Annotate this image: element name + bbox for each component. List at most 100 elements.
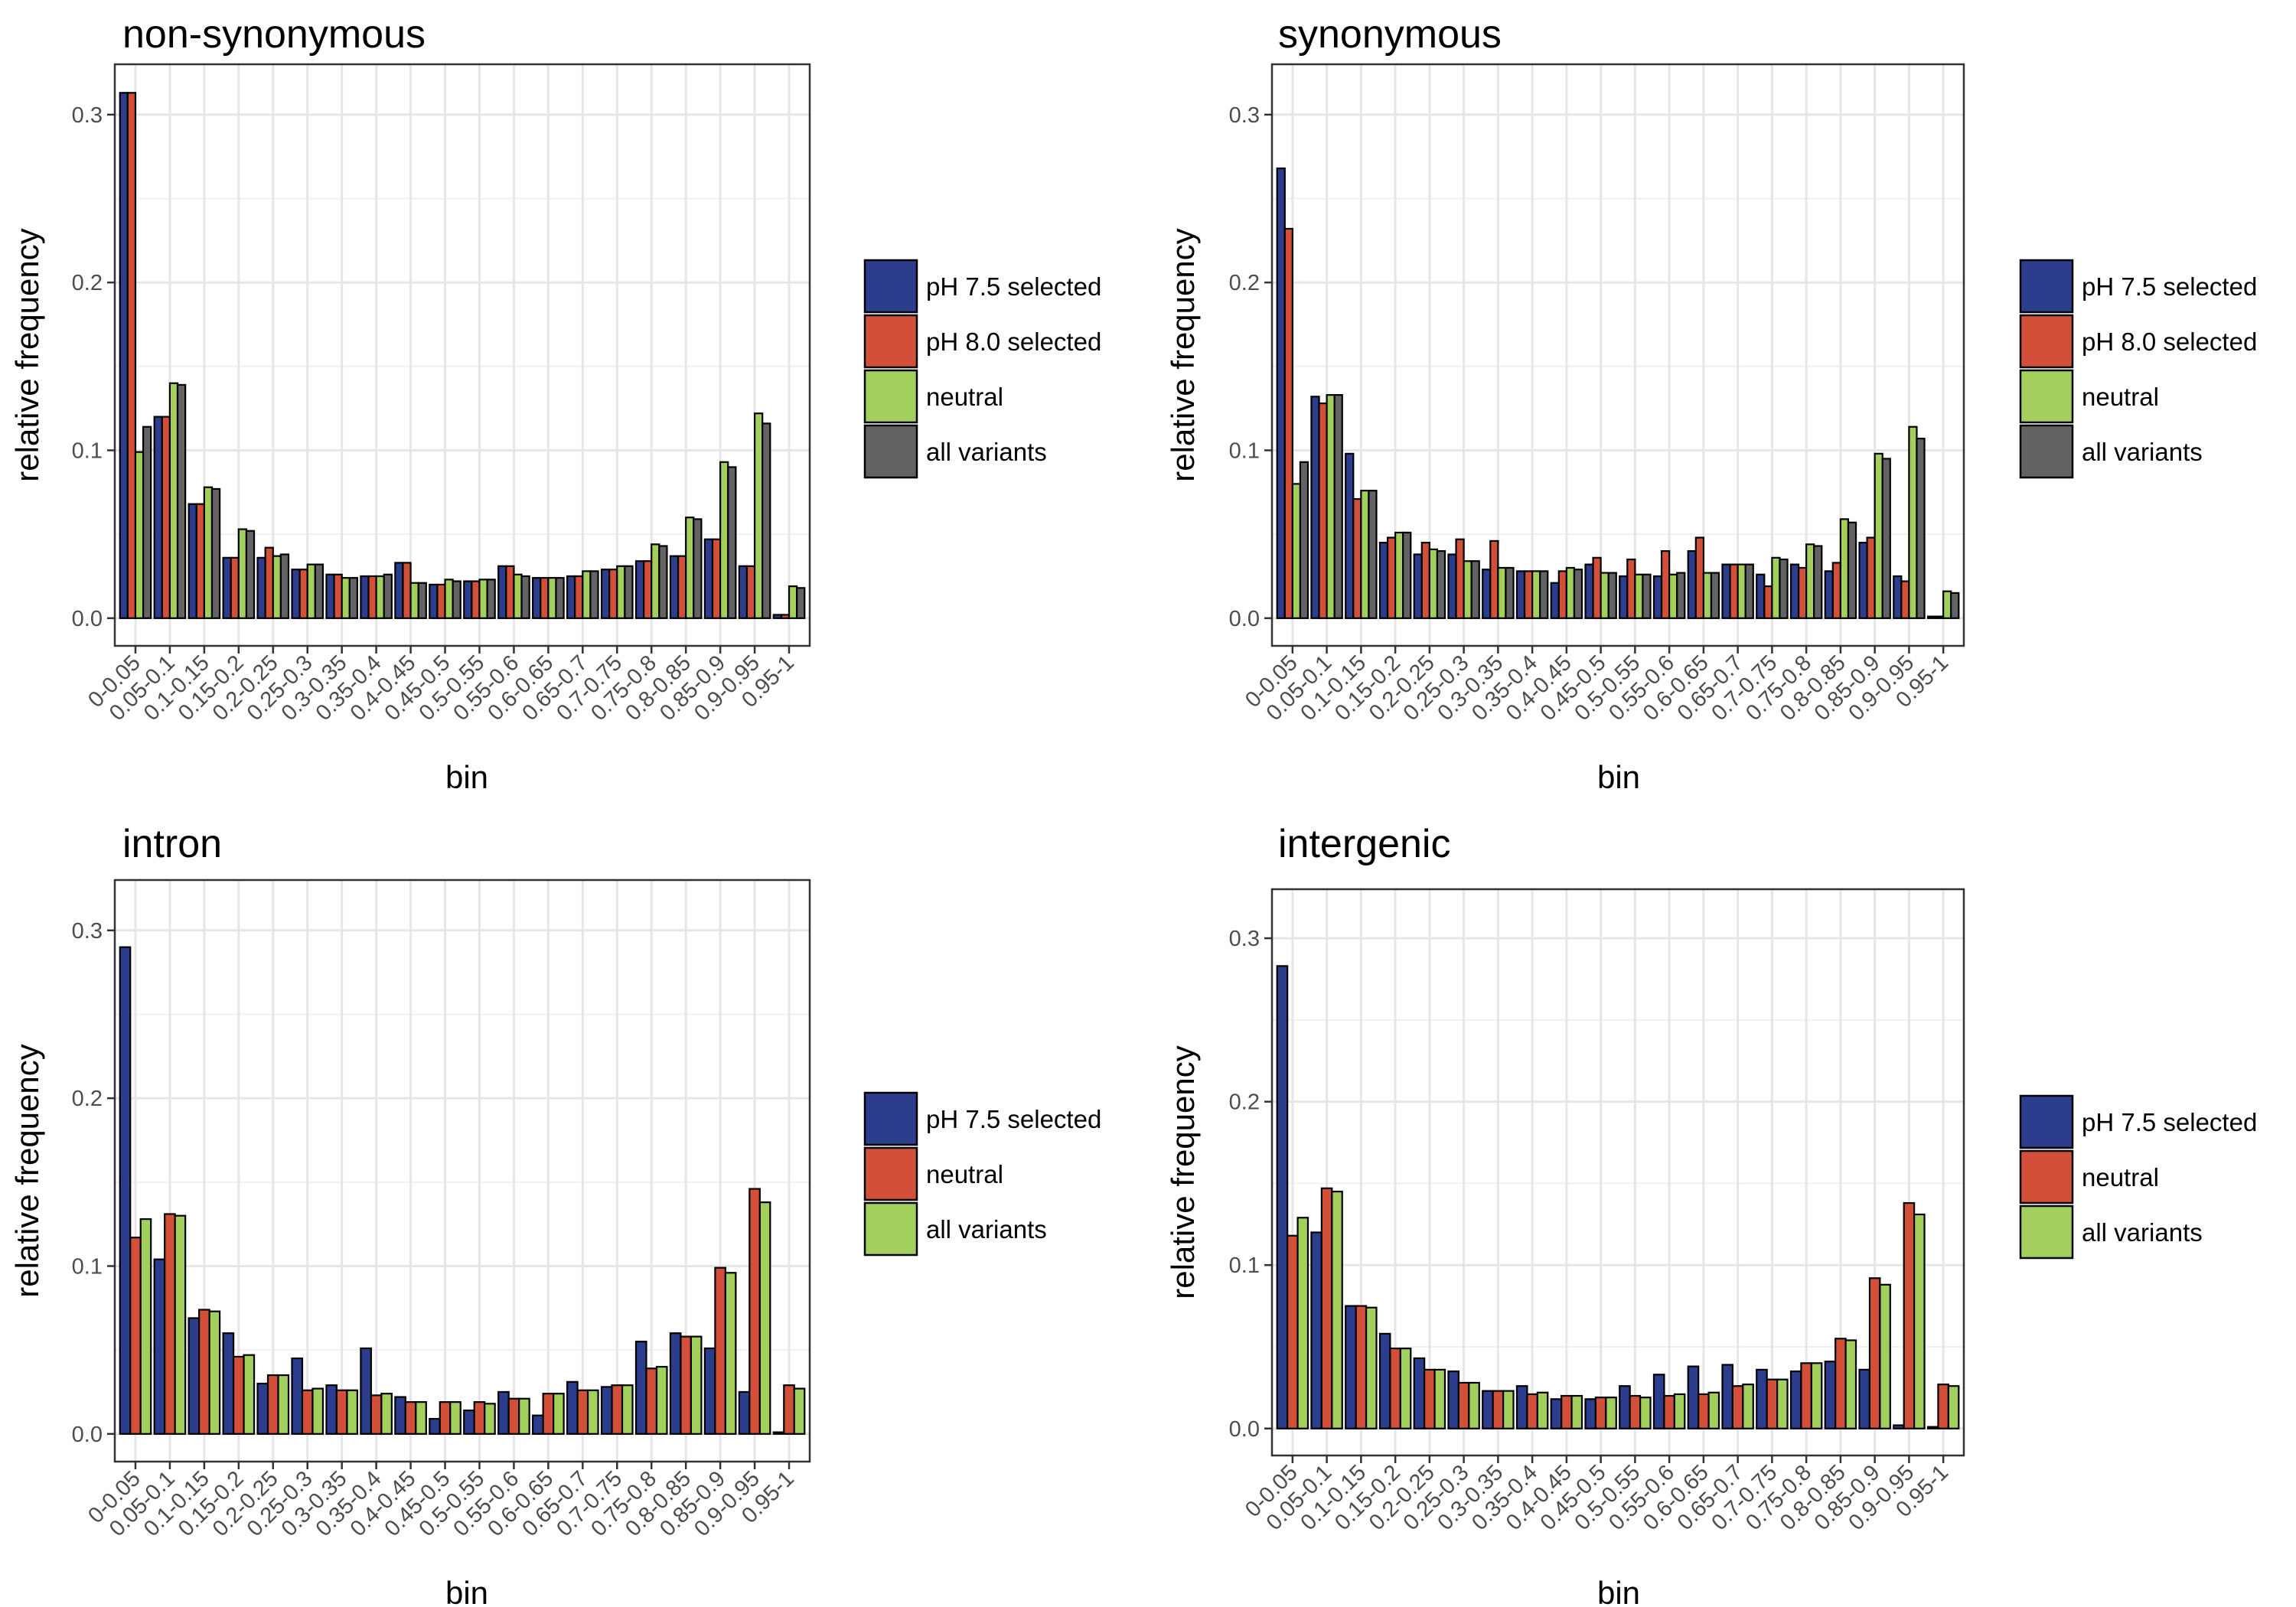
bar xyxy=(793,1387,806,1435)
bar xyxy=(685,517,695,619)
bar xyxy=(1573,569,1583,619)
bar xyxy=(532,1414,544,1435)
panel-title: intron xyxy=(122,822,222,866)
bar xyxy=(306,563,316,619)
legend-label: neutral xyxy=(926,1160,1003,1188)
bar xyxy=(1482,569,1492,619)
panel-title: synonymous xyxy=(1278,12,1502,57)
bar xyxy=(497,565,507,619)
bar xyxy=(748,1188,761,1435)
bar xyxy=(139,1217,152,1435)
bar xyxy=(1497,566,1507,619)
bar xyxy=(1310,396,1320,619)
bar xyxy=(1378,542,1389,619)
bar xyxy=(783,1384,795,1435)
bar xyxy=(1331,1190,1343,1429)
bar xyxy=(1721,563,1731,619)
bar xyxy=(1505,566,1515,619)
bar xyxy=(1378,1332,1391,1429)
legend-key xyxy=(863,369,918,424)
y-tick-label: 0.0 xyxy=(1229,1417,1260,1442)
bar xyxy=(1789,563,1800,619)
bar xyxy=(142,425,152,619)
y-tick-label: 0.3 xyxy=(72,103,103,128)
x-axis-title: bin xyxy=(1597,759,1640,795)
legend-label: all variants xyxy=(926,1215,1047,1244)
legend: pH 7.5 selected pH 8.0 selected neutral all… xyxy=(863,259,1101,479)
bar xyxy=(298,569,308,619)
bar xyxy=(1352,497,1362,619)
legend-key xyxy=(2019,1149,2074,1204)
bar xyxy=(542,1393,555,1435)
x-axis-title: bin xyxy=(1597,1575,1640,1607)
legend-label: pH 7.5 selected xyxy=(2082,1108,2257,1136)
bar xyxy=(1526,1393,1538,1429)
bar xyxy=(1858,1368,1871,1429)
bar xyxy=(1447,553,1457,619)
bar xyxy=(126,92,137,619)
bar xyxy=(762,422,771,619)
bar xyxy=(1482,1390,1494,1429)
bar xyxy=(1531,570,1541,619)
bar xyxy=(1676,572,1686,619)
bar xyxy=(153,1258,166,1435)
bar xyxy=(484,1403,496,1435)
bar xyxy=(1420,542,1430,619)
panel-title: non-synonymous xyxy=(122,12,426,57)
bar xyxy=(1810,1362,1823,1429)
bar xyxy=(168,382,179,619)
legend-key xyxy=(863,1201,918,1257)
bar xyxy=(1813,545,1823,619)
y-tick-label: 0.1 xyxy=(1229,438,1260,463)
bar xyxy=(264,546,274,619)
legend-key xyxy=(863,314,918,369)
bar xyxy=(341,577,351,619)
bar xyxy=(266,1374,279,1435)
bar xyxy=(1926,615,1937,619)
legend: pH 7.5 selected pH 8.0 selected neutral all… xyxy=(2019,259,2257,479)
bar xyxy=(1866,536,1876,619)
bar xyxy=(188,1317,201,1435)
bar xyxy=(1299,461,1309,619)
bar xyxy=(429,1417,441,1435)
bar xyxy=(555,577,565,619)
bar xyxy=(449,1401,461,1435)
bar xyxy=(333,573,343,619)
bar xyxy=(589,570,599,619)
bar xyxy=(1652,1374,1665,1429)
bar xyxy=(119,92,129,619)
bar xyxy=(1800,1362,1812,1429)
bar xyxy=(1687,1365,1700,1429)
bar xyxy=(1847,521,1857,619)
y-tick-label: 0.3 xyxy=(72,919,103,944)
bar xyxy=(1824,570,1834,619)
bar xyxy=(360,575,370,619)
bar xyxy=(335,1389,348,1435)
bar xyxy=(1663,1394,1675,1429)
bar xyxy=(1550,1398,1563,1429)
bar xyxy=(383,573,393,619)
bar xyxy=(1737,563,1746,619)
bar xyxy=(1424,1368,1436,1429)
bar xyxy=(1413,1357,1426,1429)
bar xyxy=(471,580,481,619)
bar xyxy=(1600,572,1609,619)
bar xyxy=(1394,531,1404,619)
bar xyxy=(634,560,645,619)
legend: pH 7.5 selected neutral all variants xyxy=(863,1091,1101,1257)
y-tick-label: 0.0 xyxy=(72,607,103,631)
bar xyxy=(547,577,557,619)
bar xyxy=(174,1214,187,1435)
bar xyxy=(680,1335,693,1435)
bar xyxy=(230,556,240,619)
bar xyxy=(188,503,197,619)
bar xyxy=(645,1367,658,1435)
bar xyxy=(1502,1390,1515,1429)
legend-key xyxy=(863,424,918,479)
bar xyxy=(1776,1378,1789,1429)
bar xyxy=(582,570,592,619)
bar xyxy=(690,1335,703,1435)
bar xyxy=(507,1397,520,1435)
bar xyxy=(520,575,530,619)
bar xyxy=(198,1309,210,1435)
